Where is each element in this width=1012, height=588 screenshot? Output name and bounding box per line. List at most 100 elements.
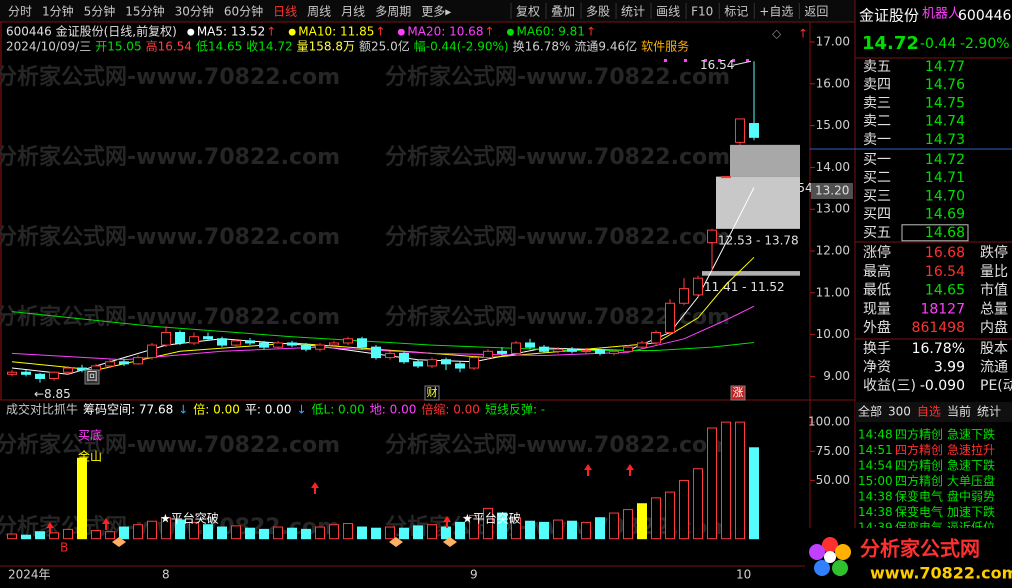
stat-value: 3.99 (934, 360, 965, 376)
volume-bar (483, 507, 493, 540)
list-tab[interactable]: 当前 (947, 404, 971, 419)
list-tab[interactable]: 统计 (977, 405, 1001, 419)
indicator-item: ↓ (296, 403, 306, 417)
gap-box (730, 144, 800, 177)
indicator-item: 短线反弹: - (485, 403, 545, 417)
low-label: ←8.85 (34, 387, 71, 401)
period-tab[interactable]: 更多▸ (421, 5, 451, 19)
period-tab[interactable]: 30分钟 (175, 4, 214, 19)
tool-button[interactable]: 返回 (804, 5, 828, 19)
info-item: 流通9.46亿 (574, 39, 637, 54)
volume-bar (273, 526, 283, 540)
book-label: 买四 (863, 207, 891, 223)
volume-bar (595, 517, 605, 540)
stock-tag: 机器人 (922, 7, 961, 22)
volume-bar (287, 527, 297, 540)
stat-label2: 股本 (980, 341, 1008, 357)
tool-button[interactable]: 叠加 (551, 5, 575, 19)
tool-button[interactable]: 标记 (724, 5, 748, 19)
y-tick-label: 12.00 (816, 244, 850, 258)
tool-button[interactable]: +自选 (759, 5, 793, 19)
y-tick-label: 14.00 (816, 160, 850, 174)
alert-time: 15:00 (858, 474, 893, 488)
y-tick-label: 50.00 (816, 473, 850, 487)
period-tab[interactable]: 15分钟 (125, 4, 164, 19)
candle-body (133, 357, 143, 365)
period-tab[interactable]: 5分钟 (84, 4, 116, 19)
icon: ↑ (798, 27, 808, 41)
volume-bar (91, 530, 101, 540)
alert-event: 急速拉升 (947, 442, 995, 457)
volume-bar (189, 521, 199, 540)
signal-arrow (102, 518, 110, 530)
x-tick-label: 10 (736, 568, 751, 582)
volume-bar (749, 447, 759, 540)
book-price: 14.73 (925, 132, 965, 148)
stat-label2: 跌停 (980, 244, 1008, 261)
event-marker: 财 (427, 385, 438, 399)
stat-label2: 总量 (980, 301, 1008, 317)
candle-body (329, 342, 339, 346)
candle-body (525, 342, 535, 348)
tool-button[interactable]: 画线 (656, 5, 680, 19)
candle-body (357, 338, 367, 348)
candle-body (371, 346, 381, 359)
volume-bar (231, 525, 241, 540)
volume-bar (63, 528, 73, 540)
indicator-item: 倍: 0.00 (193, 402, 240, 417)
tool-button[interactable]: 多股 (586, 5, 610, 19)
info-item: 软件服务 (641, 39, 689, 54)
info-item: 换16.78% (513, 40, 571, 54)
alert-event: 大单压盘 (947, 473, 995, 488)
period-tab[interactable]: 分时 (8, 5, 32, 19)
alert-stock: 四方精创 (895, 458, 943, 473)
book-label: 卖一 (863, 132, 891, 148)
candle-body (539, 346, 549, 352)
tool-button[interactable]: 复权 (516, 5, 540, 19)
candle-body (63, 367, 73, 373)
stat-value: 16.68 (925, 245, 965, 261)
candle-body (231, 340, 241, 346)
stat-value: 18127 (920, 301, 965, 317)
signal-arrow (626, 464, 634, 476)
signal-arrow (311, 482, 319, 494)
book-label: 卖二 (863, 114, 891, 130)
stat-label2: 量比 (980, 264, 1008, 280)
list-tab[interactable]: 300 (888, 405, 911, 419)
legend-bullet: ● (507, 28, 515, 38)
period-tab[interactable]: 60分钟 (224, 4, 263, 19)
period-tab[interactable]: 周线 (307, 5, 331, 19)
book-price: 14.77 (925, 59, 965, 75)
period-tab[interactable]: 1分钟 (42, 4, 74, 19)
candle-body (49, 371, 59, 379)
period-tab[interactable]: 多周期 (375, 5, 411, 19)
stat-label2: PE(动) (980, 378, 1012, 394)
book-price: 14.72 (925, 152, 965, 168)
legend-label: MA10: 11.85 (298, 25, 374, 39)
candle-body (7, 371, 17, 375)
candle-body (441, 359, 451, 365)
signal-diamond (443, 537, 457, 547)
signal-arrow (443, 516, 451, 528)
signal-label: B (60, 541, 68, 555)
volume-bar (413, 525, 423, 540)
chart-title: 600446 金证股份(日线,前复权) (6, 24, 177, 39)
watermark: 分析家公式网-www.70822.com (0, 304, 340, 330)
list-tab[interactable]: 自选 (917, 405, 941, 419)
legend-arrow: ↑ (266, 25, 276, 39)
indicator-item: 地: 0.00 (370, 403, 417, 417)
candle-body (35, 373, 45, 379)
tabs-bg (855, 402, 1012, 422)
watermark: 分析家公式网-www.70822.com (0, 432, 340, 458)
period-tab[interactable]: 日线 (273, 5, 297, 19)
alert-event: 加速下跌 (947, 504, 995, 519)
volume-bar (119, 526, 129, 540)
legend-label: MA20: 10.68 (407, 25, 483, 39)
candle-body (147, 344, 157, 359)
candle-body (259, 342, 269, 348)
tool-button[interactable]: F10 (691, 5, 713, 19)
y-tick-label: 16.00 (816, 76, 850, 90)
tool-button[interactable]: 统计 (621, 5, 645, 19)
list-tab[interactable]: 全部 (858, 404, 882, 419)
period-tab[interactable]: 月线 (341, 5, 365, 19)
